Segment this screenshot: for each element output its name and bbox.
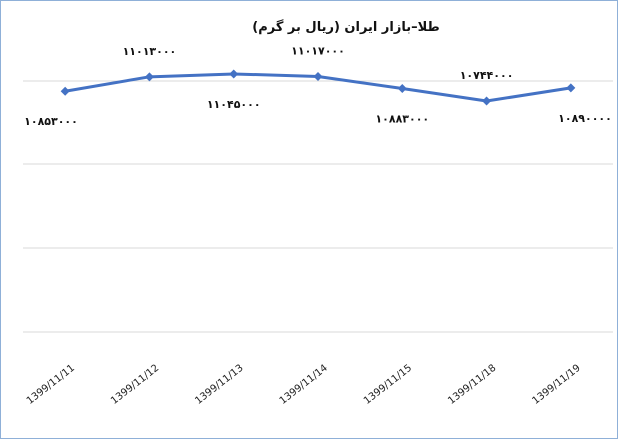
data-label: ۱۰۸۹۰۰۰۰ (558, 112, 612, 125)
x-tick-label: 1399/11/15 (362, 363, 414, 407)
data-label: ۱۱۰۴۵۰۰۰ (207, 98, 261, 111)
data-label: ۱۰۸۵۳۰۰۰ (24, 115, 78, 128)
data-point-marker (144, 72, 154, 82)
data-point-marker (313, 71, 323, 81)
data-point-marker (566, 83, 576, 93)
data-point-marker (482, 96, 492, 106)
gridlines (23, 80, 613, 333)
data-label: ۱۱۰۱۳۰۰۰ (123, 45, 177, 58)
data-point-marker (60, 86, 70, 96)
data-label: ۱۰۷۴۴۰۰۰ (460, 69, 514, 82)
x-tick-label: 1399/11/11 (25, 363, 77, 407)
data-point-marker (229, 69, 239, 79)
x-tick-label: 1399/11/19 (531, 363, 583, 407)
data-labels: ۱۰۸۵۳۰۰۰ ۱۱۰۱۳۰۰۰ ۱۱۰۴۵۰۰۰ ۱۱۰۱۷۰۰۰ ۱۰۸۸۳۰۰۰… (24, 44, 612, 128)
x-tick-label: 1399/11/18 (446, 363, 498, 407)
data-point-marker (397, 84, 407, 94)
x-tick-label: 1399/11/13 (193, 363, 245, 407)
x-axis-tick-labels: 1399/11/11 1399/11/12 1399/11/13 1399/11/14… (25, 363, 583, 407)
chart-title: طلا–بازار ایران (ریال بر گرم) (252, 19, 439, 35)
series-gold-price (60, 69, 576, 106)
x-tick-label: 1399/11/14 (278, 363, 330, 407)
data-label: ۱۰۸۸۳۰۰۰ (375, 113, 429, 126)
data-label: ۱۱۰۱۷۰۰۰ (291, 44, 345, 57)
x-tick-label: 1399/11/12 (109, 363, 161, 407)
